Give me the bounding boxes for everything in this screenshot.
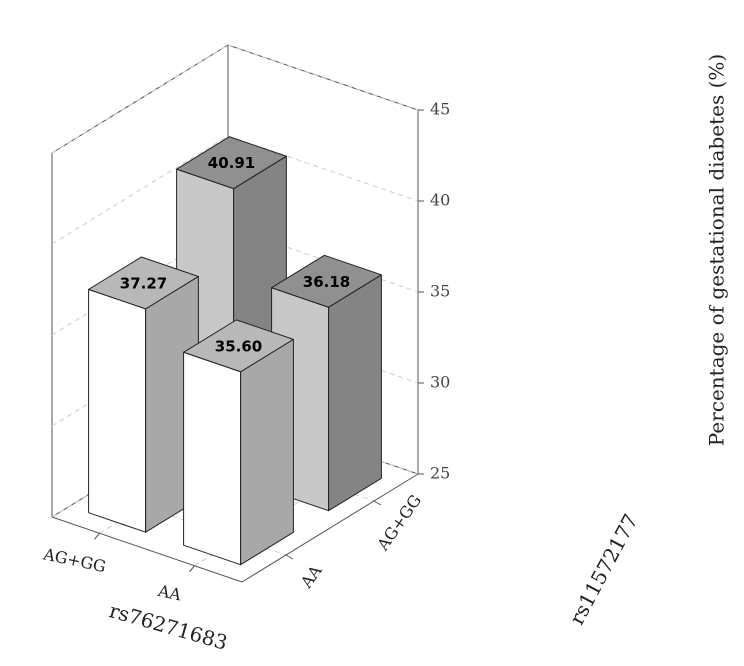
bar-top — [183, 319, 294, 373]
value-label: 40.91 — [208, 154, 255, 172]
y-axis — [241, 473, 419, 583]
tick-mark — [373, 500, 382, 506]
y-tick-label: AA — [296, 561, 326, 592]
z-tick-label: 40 — [430, 191, 450, 210]
x-axis-title: rs76271683 — [107, 598, 231, 655]
bar-top — [88, 256, 199, 310]
y-axis-title: rs11572177 — [565, 510, 643, 629]
tick-mark — [285, 554, 294, 560]
bar-top — [176, 136, 287, 190]
bar-top — [271, 254, 382, 308]
x-axis — [51, 516, 243, 583]
bar-side — [328, 274, 382, 512]
z-tick-label: 35 — [430, 282, 450, 301]
value-label: 36.18 — [303, 273, 350, 291]
bar-front — [88, 288, 147, 533]
z-axis-title: Percentage of gestational diabetes (%) — [705, 54, 729, 446]
grid-line — [51, 44, 229, 154]
bar-front — [183, 351, 242, 566]
z-tick-label: 45 — [430, 100, 450, 119]
x-tick-label: AG+GG — [41, 544, 108, 576]
tick-mark — [94, 532, 100, 540]
grid-line — [227, 135, 419, 202]
grid-line — [227, 44, 419, 111]
tick-mark — [189, 565, 195, 573]
value-label: 35.60 — [215, 337, 262, 355]
z-tick-label: 25 — [430, 464, 450, 483]
value-label: 37.27 — [120, 274, 167, 292]
y-tick-label: AG+GG — [373, 491, 425, 555]
bar-side — [240, 338, 294, 566]
z-tick-label: 30 — [430, 373, 450, 392]
x-tick-label: AA — [155, 581, 183, 605]
grid-line — [51, 135, 229, 245]
